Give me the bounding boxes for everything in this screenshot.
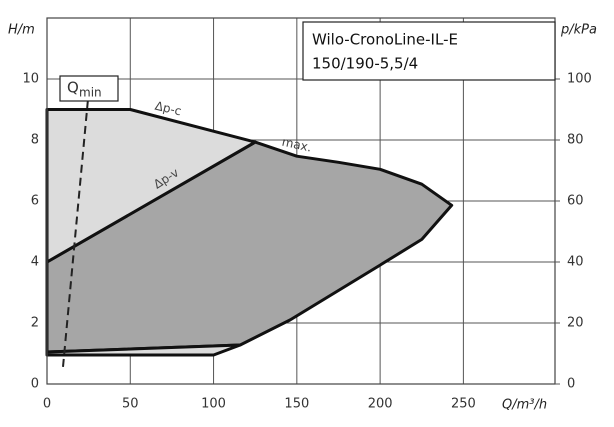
x-tick-label: 100 bbox=[201, 397, 226, 412]
y2-tick-label: 80 bbox=[567, 133, 584, 148]
qmin-label: Q bbox=[67, 79, 79, 97]
x-tick-label: 0 bbox=[43, 397, 51, 412]
x-tick-label: 50 bbox=[122, 397, 139, 412]
y2-axis-label: p/kPa bbox=[560, 23, 597, 38]
curve-annotation: max. bbox=[281, 135, 313, 155]
chart-title: Wilo-CronoLine-IL-E bbox=[312, 31, 458, 49]
title-box bbox=[302, 21, 556, 81]
y-tick-label: 2 bbox=[31, 316, 39, 331]
y2-tick-label: 0 bbox=[567, 377, 575, 392]
y2-tick-label: 20 bbox=[567, 316, 584, 331]
y-tick-label: 4 bbox=[31, 255, 39, 270]
y2-tick-label: 100 bbox=[567, 72, 592, 87]
y-tick-label: 10 bbox=[22, 72, 39, 87]
y-tick-label: 8 bbox=[31, 133, 39, 148]
y-tick-label: 6 bbox=[31, 194, 39, 209]
x-tick-label: 200 bbox=[368, 397, 393, 412]
chart-subtitle: 150/190-5,5/4 bbox=[312, 55, 418, 73]
x-axis-label: Q/m³/h bbox=[502, 398, 547, 413]
marks bbox=[45, 99, 454, 367]
y2-tick-label: 40 bbox=[567, 255, 584, 270]
qmin-line bbox=[62, 99, 89, 367]
qmin-subscript: min bbox=[79, 86, 102, 100]
y2-tick-label: 60 bbox=[567, 194, 584, 209]
qmin-box bbox=[59, 75, 119, 102]
y-tick-label: 0 bbox=[31, 377, 39, 392]
curve-annotation: Δp-c bbox=[154, 99, 183, 119]
x-tick-label: 250 bbox=[451, 397, 476, 412]
y-axis-label: H/m bbox=[8, 23, 35, 38]
x-tick-label: 150 bbox=[284, 397, 309, 412]
